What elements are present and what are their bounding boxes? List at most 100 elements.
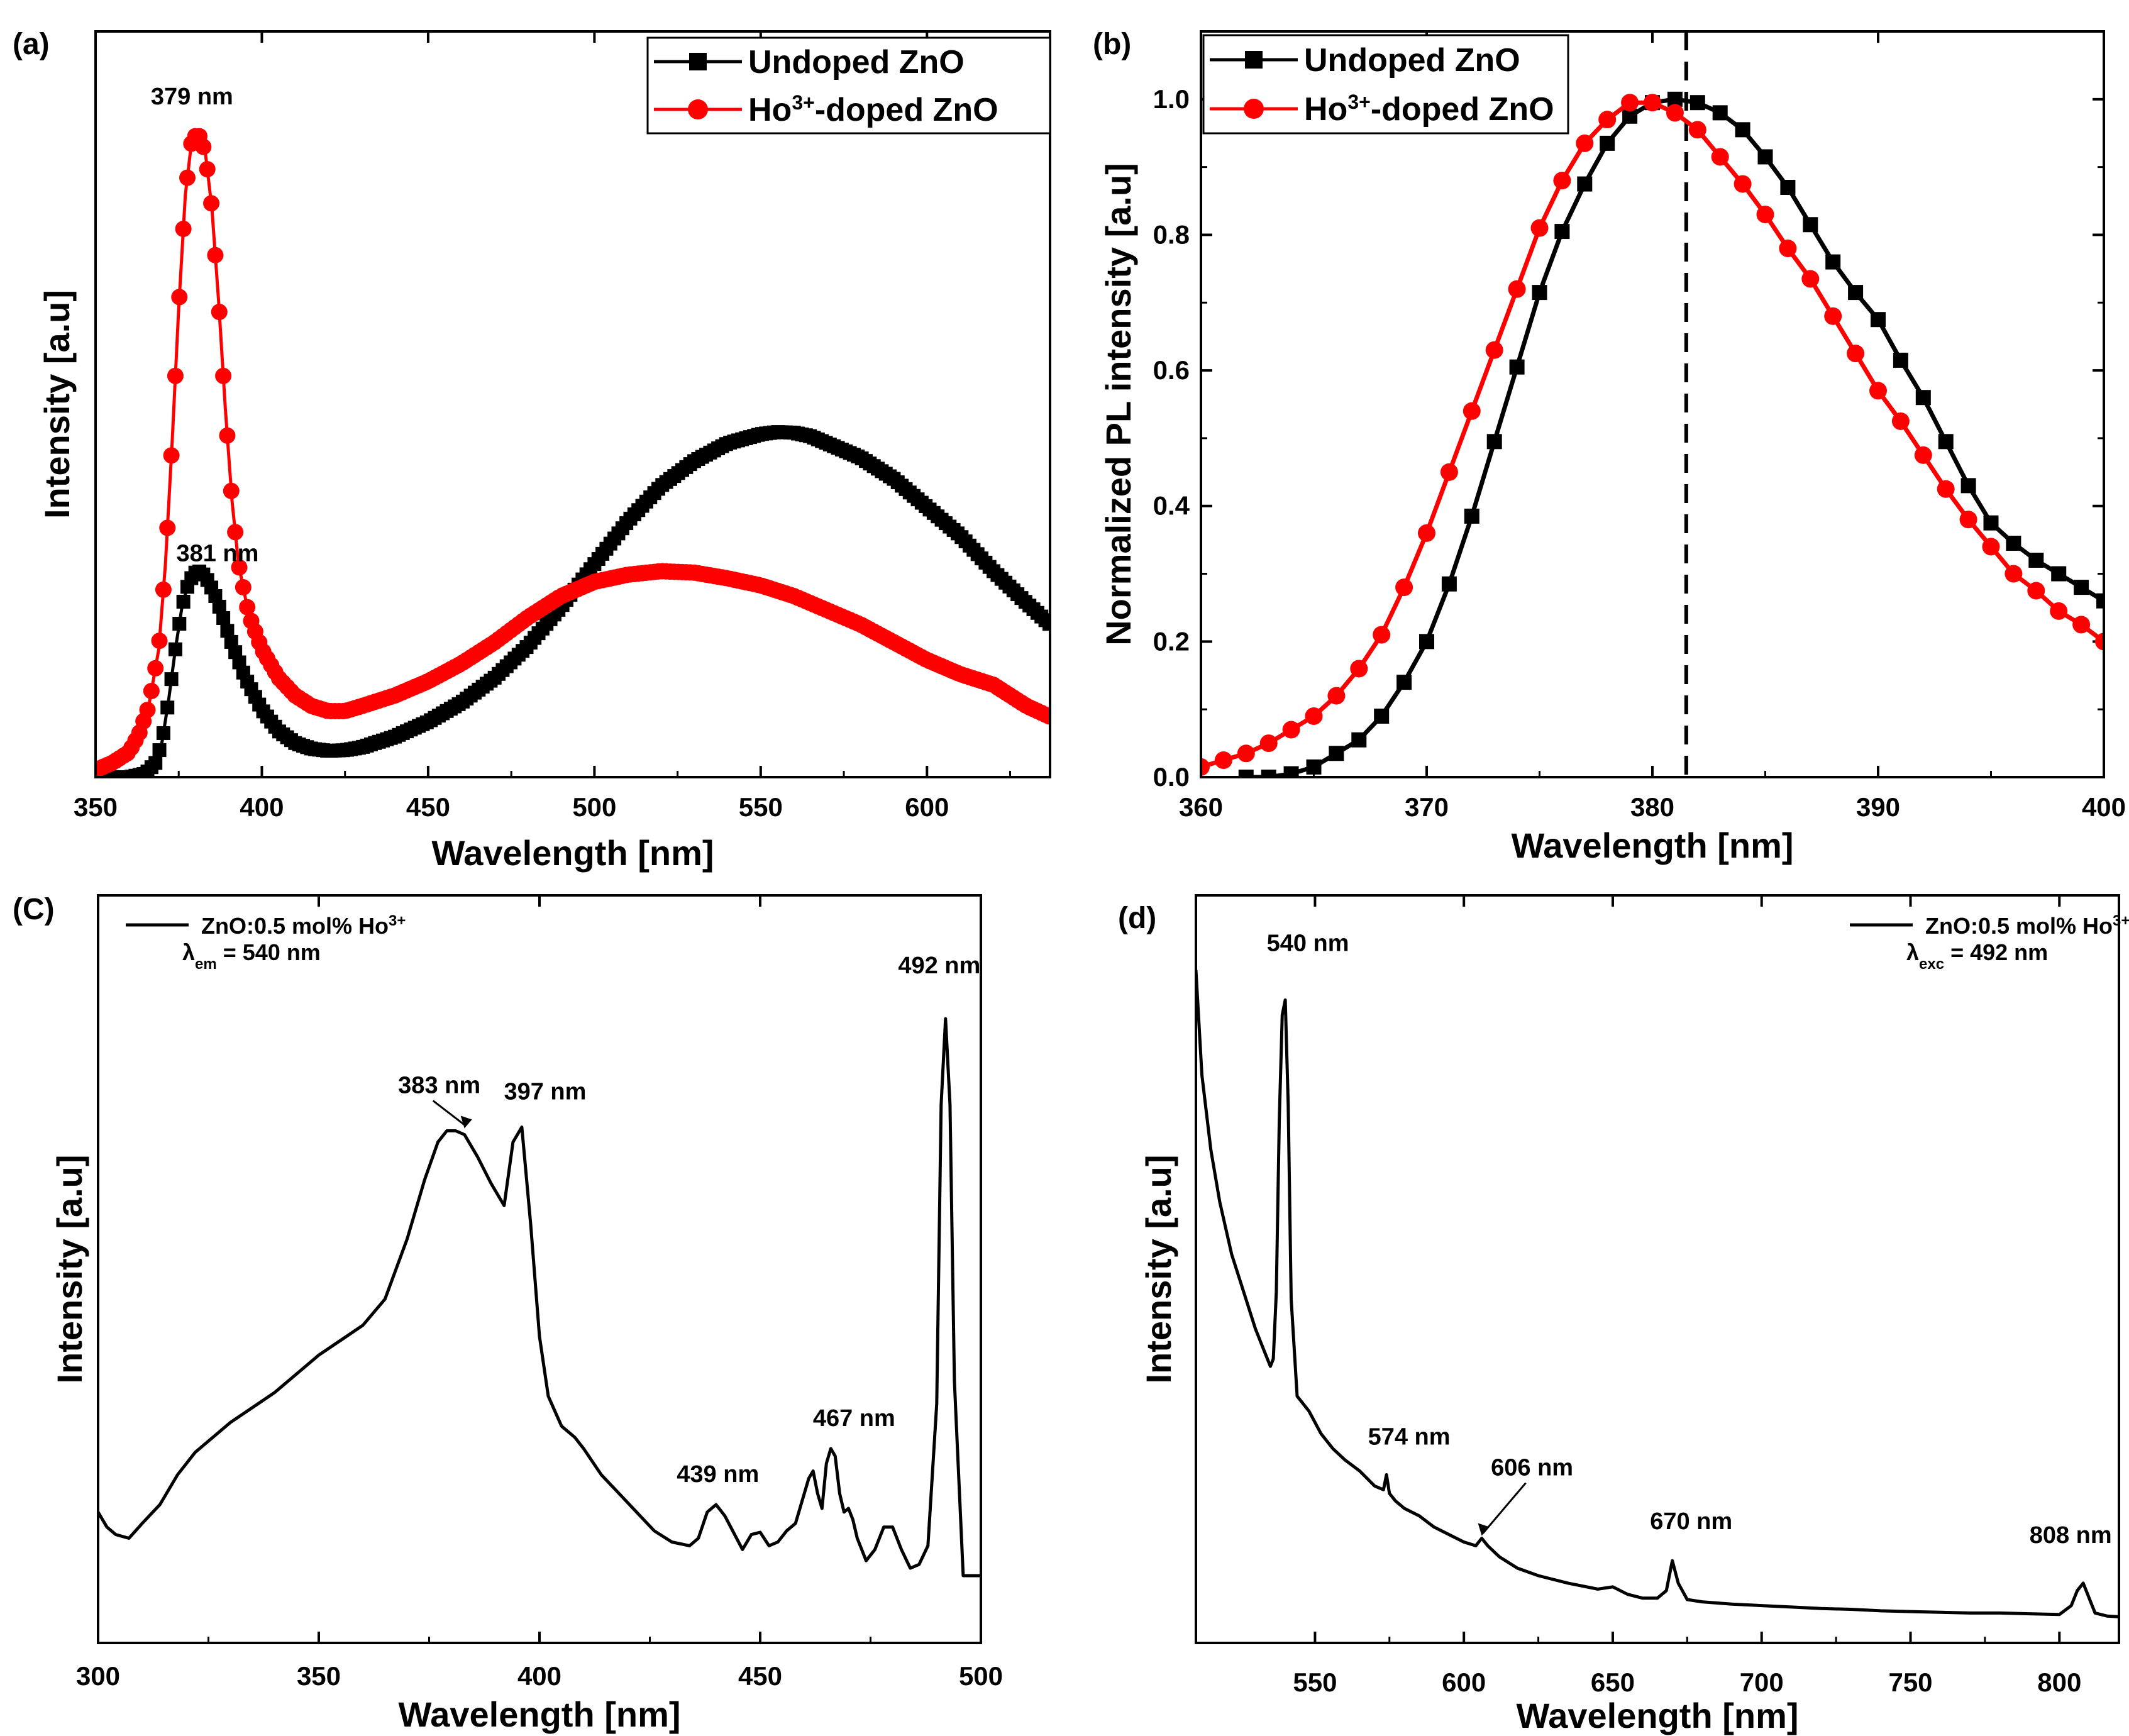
legend-marker bbox=[688, 99, 708, 119]
data-point bbox=[1871, 312, 1886, 328]
annotations-c: 383 nm 397 nm 439 nm 467 nm 492 nm bbox=[398, 953, 980, 1488]
y-tick-label: 0.0 bbox=[1153, 762, 1190, 792]
data-point bbox=[1689, 95, 1705, 111]
legend-a: Undoped ZnO Ho3+-doped ZnO bbox=[646, 36, 1051, 135]
series-c-1-line bbox=[98, 1017, 981, 1578]
legend-param-rest: = 540 nm bbox=[217, 939, 321, 965]
y-axis-title-a: Intensity [a.u] bbox=[37, 290, 77, 519]
legend-label-rest: -doped ZnO bbox=[815, 92, 998, 128]
legend-label-base: Ho bbox=[748, 92, 792, 128]
x-tick-label: 750 bbox=[1888, 1667, 1932, 1697]
legend-param-sub: exc bbox=[1919, 956, 1944, 973]
data-point bbox=[1486, 434, 1502, 450]
x-axis-b: 360 370 380 390 400 bbox=[1179, 31, 2126, 822]
data-point bbox=[1509, 359, 1525, 375]
data-point bbox=[1042, 617, 1050, 631]
data-point bbox=[2051, 566, 2067, 582]
data-point bbox=[1914, 446, 1932, 464]
legend-label: Undoped ZnO bbox=[1304, 42, 1520, 79]
data-point bbox=[227, 524, 244, 541]
data-point bbox=[172, 617, 187, 631]
data-point bbox=[139, 702, 156, 719]
data-point bbox=[1644, 94, 1661, 112]
data-point bbox=[147, 660, 164, 677]
data-point bbox=[1329, 746, 1344, 761]
data-point bbox=[1508, 280, 1526, 298]
x-tick-label: 600 bbox=[905, 792, 949, 822]
x-tick-label: 350 bbox=[297, 1661, 341, 1691]
data-point bbox=[163, 447, 180, 464]
data-point bbox=[1418, 524, 1435, 542]
plot-frame-c bbox=[97, 894, 982, 1644]
data-point bbox=[220, 624, 235, 638]
legend-label: ZnO:0.5 mol% Ho3+ bbox=[1925, 912, 2129, 939]
data-point bbox=[1441, 576, 1457, 592]
legend-c: ZnO:0.5 mol% Ho3+λem = 540 nm bbox=[126, 912, 406, 973]
x-tick-label: 400 bbox=[2082, 792, 2126, 822]
data-point bbox=[1282, 721, 1300, 739]
peak-label: 492 nm bbox=[898, 953, 980, 979]
plot-frame-d bbox=[1195, 894, 2120, 1644]
data-point bbox=[1351, 732, 1367, 748]
data-point bbox=[1803, 217, 1818, 233]
legend-label-sup: 3+ bbox=[792, 91, 814, 114]
data-point bbox=[1938, 434, 1954, 450]
data-point bbox=[1960, 478, 1976, 494]
data-point bbox=[1959, 511, 1977, 529]
legend-label-sup: 3+ bbox=[2113, 912, 2129, 929]
data-point bbox=[1485, 341, 1503, 359]
data-point bbox=[1711, 148, 1729, 166]
peak-label: 467 nm bbox=[813, 1405, 895, 1432]
data-point bbox=[1395, 578, 1413, 597]
data-point bbox=[1801, 270, 1820, 288]
plot-area-a bbox=[96, 128, 1050, 777]
data-point bbox=[1261, 770, 1276, 777]
data-point bbox=[1237, 744, 1255, 763]
x-axis-title-b: Wavelength [nm] bbox=[1511, 826, 1793, 865]
data-point bbox=[1577, 176, 1593, 192]
data-point bbox=[1350, 660, 1368, 678]
legend-label-base: ZnO:0.5 mol% Ho bbox=[201, 913, 389, 939]
peak-label: 439 nm bbox=[677, 1461, 759, 1488]
data-point bbox=[1419, 634, 1434, 650]
data-point bbox=[156, 726, 170, 740]
x-tick-label: 400 bbox=[240, 792, 284, 822]
data-point bbox=[1576, 134, 1594, 152]
annotations-d: 540 nm 574 nm 606 nm 670 nm 808 nm bbox=[1267, 930, 2112, 1548]
data-point bbox=[199, 161, 216, 178]
data-point bbox=[2072, 616, 2091, 634]
legend-marker bbox=[689, 53, 707, 70]
data-point bbox=[2050, 602, 2068, 620]
x-axis-a: 350 400 450 500 550 600 bbox=[74, 31, 1012, 822]
data-point bbox=[195, 138, 212, 155]
data-point bbox=[235, 579, 252, 596]
data-point bbox=[1825, 254, 1841, 270]
data-point bbox=[168, 642, 182, 656]
legend-box bbox=[1202, 34, 1569, 135]
legend-label: ZnO:0.5 mol% Ho3+ bbox=[201, 912, 406, 939]
data-point bbox=[216, 611, 231, 625]
data-point bbox=[239, 599, 256, 616]
peak-arrowhead bbox=[460, 1115, 472, 1129]
plot-frame-b bbox=[1200, 30, 2105, 778]
data-point bbox=[1374, 708, 1390, 724]
peak-label: 379 nm bbox=[151, 84, 233, 110]
data-point bbox=[2096, 593, 2104, 609]
peak-label: 397 nm bbox=[504, 1079, 586, 1105]
peak-arrowhead bbox=[1478, 1523, 1490, 1536]
data-point bbox=[1463, 402, 1481, 420]
data-point bbox=[1893, 352, 1908, 368]
data-point bbox=[1259, 734, 1278, 753]
legend-label: Ho3+-doped ZnO bbox=[748, 91, 998, 128]
legend-param: λem = 540 nm bbox=[182, 939, 321, 973]
legend-param-base: λ bbox=[1906, 939, 1919, 965]
peak-label: 670 nm bbox=[1650, 1508, 1732, 1535]
series-b-2-line bbox=[1201, 100, 2104, 770]
y-tick-label: 0.4 bbox=[1153, 491, 1190, 521]
data-point bbox=[1666, 104, 1684, 122]
panel-label-c: (C) bbox=[13, 893, 55, 926]
x-axis-title-d: Wavelength [nm] bbox=[1516, 1696, 1798, 1735]
y-axis-b: 0.0 0.2 0.4 0.6 0.8 1.0 bbox=[1153, 84, 2104, 792]
data-point bbox=[164, 672, 179, 687]
